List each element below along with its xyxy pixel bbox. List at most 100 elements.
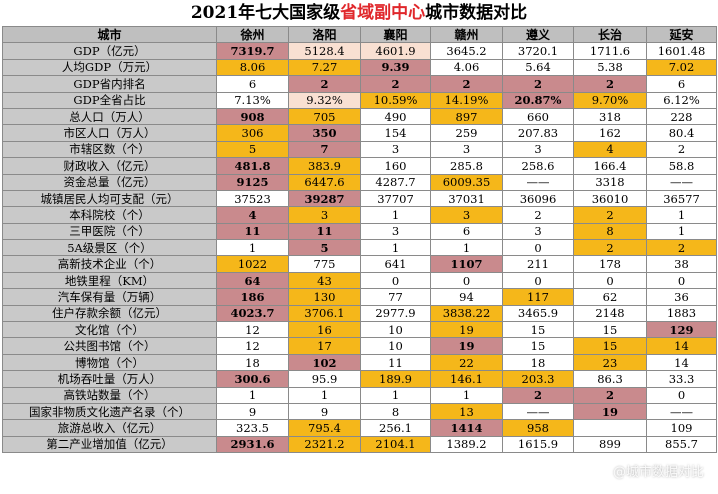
table-cell: 11 xyxy=(288,222,361,241)
table-cell: 2931.6 xyxy=(216,435,289,454)
table-cell: 2148 xyxy=(573,304,647,323)
table-cell: 660 xyxy=(502,107,574,126)
table-cell: 2 xyxy=(573,386,647,404)
header-cell-city: 赣州 xyxy=(430,25,503,44)
header-cell-city: 延安 xyxy=(646,25,717,44)
table-cell: 259 xyxy=(430,124,503,142)
table-cell: 5128.4 xyxy=(288,42,361,60)
table-cell: 899 xyxy=(573,435,647,454)
table-cell: 43 xyxy=(288,271,361,290)
table-cell: 14 xyxy=(646,337,717,355)
table-cell: 0 xyxy=(360,271,431,290)
table-cell: 3 xyxy=(430,206,503,224)
table-cell: 162 xyxy=(573,124,647,142)
table-cell: 9.70% xyxy=(573,91,647,109)
row-label: 高铁站数量（个） xyxy=(2,386,217,404)
table-cell: 15 xyxy=(573,321,647,339)
table-row: 汽车保有量（万辆） 186 130 77 94 117 62 36 xyxy=(2,288,717,306)
table-cell: 3645.2 xyxy=(430,42,503,60)
table-cell: 6.12% xyxy=(646,91,717,109)
table-cell: 19 xyxy=(430,337,503,355)
table-cell: 154 xyxy=(360,124,431,142)
table-row: 文化馆（个） 12 16 10 19 15 15 129 xyxy=(2,321,717,339)
table-cell: 18 xyxy=(216,353,289,372)
table-cell: 9 xyxy=(216,402,289,421)
page-title: 2021年七大国家级省域副中心城市数据对比 xyxy=(0,0,718,26)
table-cell: 17 xyxy=(288,337,361,355)
table-cell: 0 xyxy=(430,271,503,290)
table-cell: 64 xyxy=(216,271,289,290)
row-label: 地铁里程（KM） xyxy=(2,271,217,290)
table-row: 地铁里程（KM） 64 43 0 0 0 0 0 xyxy=(2,271,717,290)
table-row: 高新技术企业（个） 1022 775 641 1107 211 178 38 xyxy=(2,255,717,273)
table-cell: 5 xyxy=(216,140,289,159)
table-cell: 102 xyxy=(288,353,361,372)
table-cell: 38 xyxy=(646,255,717,273)
table-cell: —— xyxy=(502,402,574,421)
header-cell-city: 襄阳 xyxy=(360,25,431,44)
table-cell: 14.19% xyxy=(430,91,503,109)
row-label: 第二产业增加值（亿元） xyxy=(2,435,217,454)
title-highlight: 省域副中心 xyxy=(340,3,426,23)
table-cell: 705 xyxy=(288,107,361,126)
table-cell: 306 xyxy=(216,124,289,142)
table-cell: 3 xyxy=(288,206,361,224)
table-row: 财政收入（亿元） 481.8 383.9 160 285.8 258.6 166.4 58.8 xyxy=(2,157,717,175)
table-cell: 855.7 xyxy=(646,435,717,454)
table-cell: 130 xyxy=(288,288,361,306)
table-cell: 7.27 xyxy=(288,58,361,77)
table-cell: 1 xyxy=(360,206,431,224)
table-cell: 350 xyxy=(288,124,361,142)
table-cell: 3 xyxy=(360,222,431,241)
row-label: 旅游总收入（亿元） xyxy=(2,419,217,437)
table-cell: 2104.1 xyxy=(360,435,431,454)
table-cell: 2 xyxy=(430,75,503,93)
table-cell: 1615.9 xyxy=(502,435,574,454)
row-label: 市区人口（万人） xyxy=(2,124,217,142)
table-cell: 2 xyxy=(502,386,574,404)
table-row: GDP（亿元） 7319.7 5128.4 4601.9 3645.2 3720.1 171… xyxy=(2,42,717,60)
table-cell: 228 xyxy=(646,107,717,126)
table-cell: 641 xyxy=(360,255,431,273)
table-cell: 1711.6 xyxy=(573,42,647,60)
table-cell: 958 xyxy=(502,419,574,437)
table-cell: 0 xyxy=(502,239,574,257)
row-label: 市辖区数（个） xyxy=(2,140,217,159)
table-cell: 3838.22 xyxy=(430,304,503,323)
table-cell: 77 xyxy=(360,288,431,306)
table-row: 市辖区数（个） 5 7 3 3 3 4 2 xyxy=(2,140,717,159)
table-cell: 39287 xyxy=(288,189,361,208)
table-row: 旅游总收入（亿元） 323.5 795.4 256.1 1414 958 109 xyxy=(2,419,717,437)
table-cell: 1414 xyxy=(430,419,503,437)
table-cell: 6447.6 xyxy=(288,173,361,191)
table-row: 总人口（万人） 908 705 490 897 660 318 228 xyxy=(2,107,717,126)
table-cell: 0 xyxy=(502,271,574,290)
title-prefix: 2021年七大国家级 xyxy=(190,3,341,23)
table-cell: 211 xyxy=(502,255,574,273)
table-cell: 5.64 xyxy=(502,58,574,77)
table-cell: 10 xyxy=(360,321,431,339)
table-cell: 1601.48 xyxy=(646,42,717,60)
table-cell: 15 xyxy=(573,337,647,355)
table-cell: 129 xyxy=(646,321,717,339)
table-cell: 7 xyxy=(288,140,361,159)
table-cell: 318 xyxy=(573,107,647,126)
table-cell: 7.13% xyxy=(216,91,289,109)
table-cell: 37707 xyxy=(360,189,431,208)
table-cell: 5.38 xyxy=(573,58,647,77)
table-cell: 323.5 xyxy=(216,419,289,437)
table-cell: 0 xyxy=(646,386,717,404)
table-cell: 13 xyxy=(430,402,503,421)
table-cell: 4601.9 xyxy=(360,42,431,60)
table-cell: 4023.7 xyxy=(216,304,289,323)
table-row: 博物馆（个） 18 102 11 22 18 23 14 xyxy=(2,353,717,372)
table-cell: 3 xyxy=(360,140,431,159)
table-cell: 36 xyxy=(646,288,717,306)
row-label: 本科院校（个） xyxy=(2,206,217,224)
table-cell: 203.3 xyxy=(502,370,574,388)
table-cell: 2 xyxy=(288,75,361,93)
header-cell-city: 长治 xyxy=(573,25,647,44)
table-cell: 2 xyxy=(646,239,717,257)
table-cell: 2 xyxy=(573,239,647,257)
table-cell: 9.32% xyxy=(288,91,361,109)
